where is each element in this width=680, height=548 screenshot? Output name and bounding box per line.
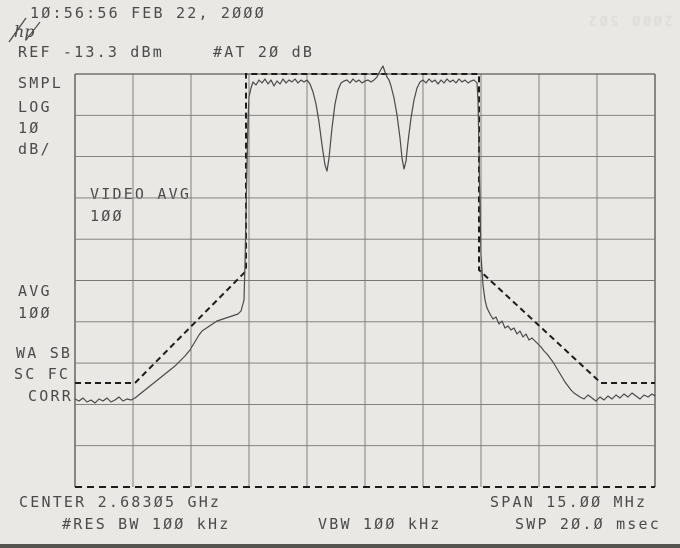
status-flag-wa-sb: WA SB	[16, 344, 73, 362]
attenuation-readout: #AT 2Ø dB	[213, 43, 315, 61]
hp-logo-icon: hp	[8, 17, 41, 43]
timestamp: 1Ø:56:56 FEB 22, 2ØØØ	[30, 4, 266, 22]
status-flag-sc-fc: SC FC	[14, 365, 71, 383]
scale-value-label: 1Ø	[18, 119, 41, 137]
avg-count-readout: 1ØØ	[18, 304, 52, 322]
scale-type-label: LOG	[18, 98, 52, 116]
avg-label: AVG	[18, 282, 52, 300]
video-avg-count: 1ØØ	[90, 207, 124, 225]
sweep-time-readout: SWP 2Ø.Ø msec	[515, 515, 661, 533]
detector-mode-label: SMPL	[18, 74, 63, 92]
scale-unit-label: dB/	[18, 140, 52, 158]
span-readout: SPAN 15.ØØ MHz	[490, 493, 648, 511]
status-flag-corr: CORR	[28, 387, 73, 405]
ref-level-readout: REF -13.3 dBm	[18, 43, 164, 61]
video-bw-readout: VBW 1ØØ kHz	[318, 515, 442, 533]
scan-edge-shadow	[0, 544, 680, 548]
center-frequency-readout: CENTER 2.683Ø5 GHz	[19, 493, 222, 511]
res-bw-readout: #RES BW 1ØØ kHz	[62, 515, 231, 533]
